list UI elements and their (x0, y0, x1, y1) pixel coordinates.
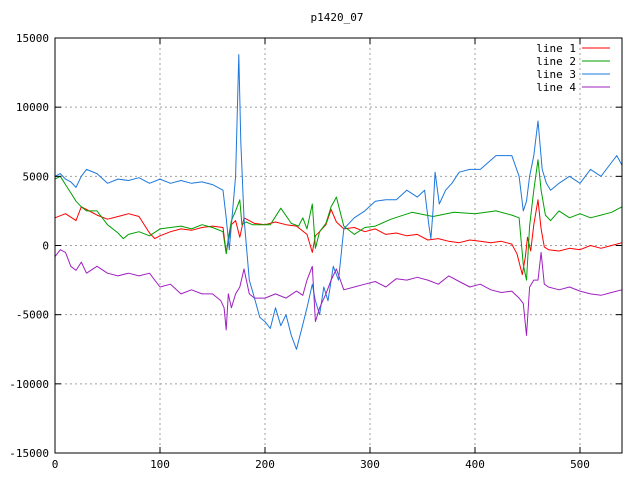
chart-title: p1420_07 (311, 11, 364, 24)
x-tick-label: 0 (52, 458, 59, 471)
x-tick-label: 400 (465, 458, 485, 471)
legend-label: line 4 (536, 81, 576, 94)
series-line-1 (54, 199, 623, 276)
grid (55, 38, 622, 453)
y-tick-label: 0 (42, 240, 49, 253)
x-tick-label: 100 (150, 458, 170, 471)
y-tick-label: 5000 (23, 170, 50, 183)
x-tick-label: 200 (255, 458, 275, 471)
y-tick-label: -15000 (9, 447, 49, 460)
series-group (54, 54, 623, 350)
legend-label: line 1 (536, 42, 576, 55)
y-tick-label: 15000 (16, 32, 49, 45)
x-tick-label: 500 (570, 458, 590, 471)
axes: 0 100 200 300 400 500 -15000 -10000 -5000 0 5000 10… (9, 32, 622, 471)
series-line-2 (54, 159, 623, 281)
y-tick-label: -10000 (9, 378, 49, 391)
series-line-3 (54, 54, 623, 350)
series-line-4 (54, 249, 623, 336)
legend-label: line 2 (536, 55, 576, 68)
y-tick-label: 10000 (16, 101, 49, 114)
x-tick-label: 300 (360, 458, 380, 471)
y-tick-label: -5000 (16, 309, 49, 322)
legend-label: line 3 (536, 68, 576, 81)
